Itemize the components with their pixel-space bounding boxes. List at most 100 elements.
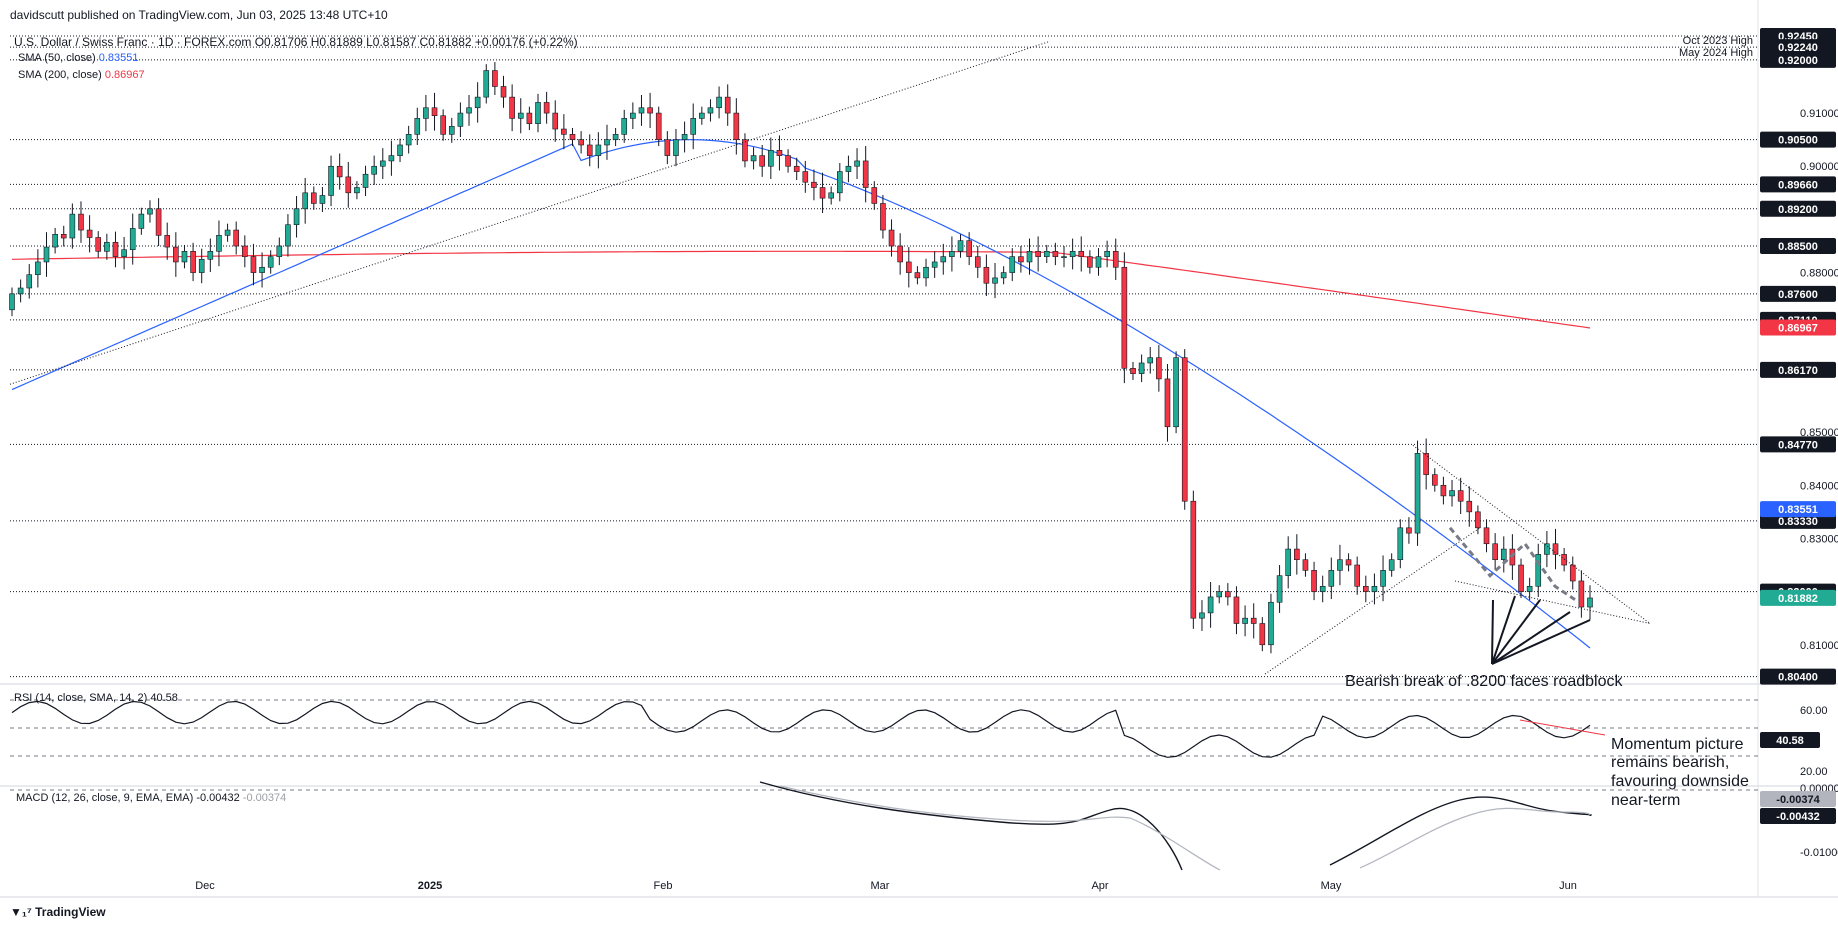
macd-legend[interactable]: MACD (12, 26, close, 9, EMA, EMA) -0.004… [16, 792, 286, 804]
candle-body [267, 256, 274, 268]
candle-body [1259, 623, 1266, 646]
candle-body [1518, 564, 1524, 592]
sma50-legend-value: 0.83551 [98, 52, 139, 64]
candle-body [1483, 527, 1490, 545]
candle-body [776, 149, 783, 156]
rsi-tick-label: 60.00 [1800, 705, 1828, 717]
tradingview-logo[interactable]: ▼₁⁷ TradingView [10, 905, 106, 919]
candle-body [1156, 357, 1162, 380]
level-badge-text: 0.89200 [1778, 204, 1818, 216]
zigzag-path [1448, 526, 1576, 601]
candle-body [517, 112, 524, 119]
candle-body [1207, 596, 1214, 614]
candle-body [940, 256, 947, 263]
candle-body [811, 181, 817, 188]
level-badge [1760, 51, 1836, 68]
candle-body [1112, 251, 1119, 268]
candle-body [552, 112, 559, 130]
candle-body [1397, 527, 1404, 561]
candle-body [1181, 357, 1188, 502]
candle-body [259, 266, 265, 273]
candle-body [371, 165, 377, 175]
sma200-legend[interactable]: SMA (200, close) 0.86967 [18, 69, 145, 81]
candle-body [1311, 570, 1317, 592]
candle-body [1431, 474, 1438, 486]
candle-body [1294, 548, 1300, 561]
macd-legend-value: -0.00432 [196, 792, 240, 804]
candle-body [1414, 453, 1421, 534]
candle-body [431, 107, 438, 117]
candle-body [207, 251, 214, 260]
level-badge [1760, 200, 1836, 217]
candle-body [43, 246, 50, 263]
x-tick-label: Feb [654, 880, 673, 892]
level-badge-text: 0.88500 [1778, 241, 1818, 253]
momentum-annotation-line-3: favouring downside [1611, 773, 1749, 790]
candle-body [655, 112, 662, 140]
candle-body [362, 173, 369, 188]
y-tick-label: 0.85000 [1800, 427, 1838, 439]
candle-body [1009, 256, 1016, 273]
y-tick-label: 0.81000 [1800, 640, 1838, 652]
sma200-legend-value: 0.86967 [104, 69, 145, 81]
candle-body [914, 272, 921, 279]
oct-2023-high-label: Oct 2023 High [1682, 35, 1753, 47]
candle-body [1449, 490, 1455, 497]
macd-value-badge-text: -0.00432 [1776, 811, 1819, 823]
candle-body [190, 251, 196, 273]
candle-body [1250, 617, 1257, 624]
arrow-line [1491, 599, 1541, 665]
candle-body [1440, 484, 1447, 497]
break-annotation: Bearish break of .8200 faces roadblock [1345, 673, 1623, 690]
candle-body [1216, 591, 1223, 598]
candle-body [604, 139, 610, 146]
y-tick-label: 0.83000 [1800, 533, 1838, 545]
level-badge-text: 0.92000 [1778, 55, 1818, 67]
candle-body [1199, 612, 1205, 619]
candle-body [181, 251, 188, 263]
candle-body [931, 261, 938, 268]
candle-body [724, 96, 731, 114]
candle-body [1544, 543, 1550, 555]
candle-body [897, 245, 903, 263]
symbol-ohlc-line: U.S. Dollar / Swiss Franc · 1D · FOREX.c… [14, 35, 578, 49]
candle-body [733, 112, 740, 140]
rsi-legend[interactable]: RSI (14, close, SMA, 14, 2) 40.58 [14, 692, 178, 704]
candle-body [311, 192, 317, 204]
candle-body [819, 187, 826, 199]
rsi-value-badge [1760, 732, 1820, 748]
candle-body [785, 155, 791, 167]
momentum-annotation-line-1: Momentum picture [1611, 736, 1744, 753]
candle-body [1069, 251, 1076, 257]
candle-body [302, 192, 308, 210]
candle-body [621, 118, 628, 135]
candle-body [681, 134, 688, 140]
candle-body [500, 86, 507, 98]
candle-body [923, 266, 929, 279]
sma50-legend[interactable]: SMA (50, close) 0.83551 [18, 52, 138, 64]
candle-body [526, 112, 533, 125]
candle-body [121, 249, 127, 257]
candle-body [1190, 500, 1197, 619]
candle-body [612, 134, 619, 140]
candle-body [233, 229, 239, 247]
may-resistance-trendline [1412, 444, 1651, 624]
price-badge-text: 0.83551 [1778, 504, 1818, 516]
candle-body [595, 144, 602, 156]
arrow-line [1491, 599, 1494, 665]
y-tick-label: 0.90000 [1800, 161, 1838, 173]
candle-body [905, 261, 912, 273]
candle-body [276, 245, 283, 257]
macd-legend-label: MACD (12, 26, close, 9, EMA, EMA) [16, 792, 194, 804]
macd-tick-label: -0.01000 [1800, 847, 1838, 859]
candle-body [69, 213, 76, 239]
candle-body [1035, 251, 1041, 257]
candle-body [664, 139, 671, 156]
candle-body [1328, 570, 1335, 587]
level-badge-text: 0.87600 [1778, 289, 1818, 301]
candle-body [35, 261, 41, 276]
candle-body [129, 228, 136, 251]
candle-body [1164, 378, 1171, 428]
candle-body [509, 96, 515, 119]
